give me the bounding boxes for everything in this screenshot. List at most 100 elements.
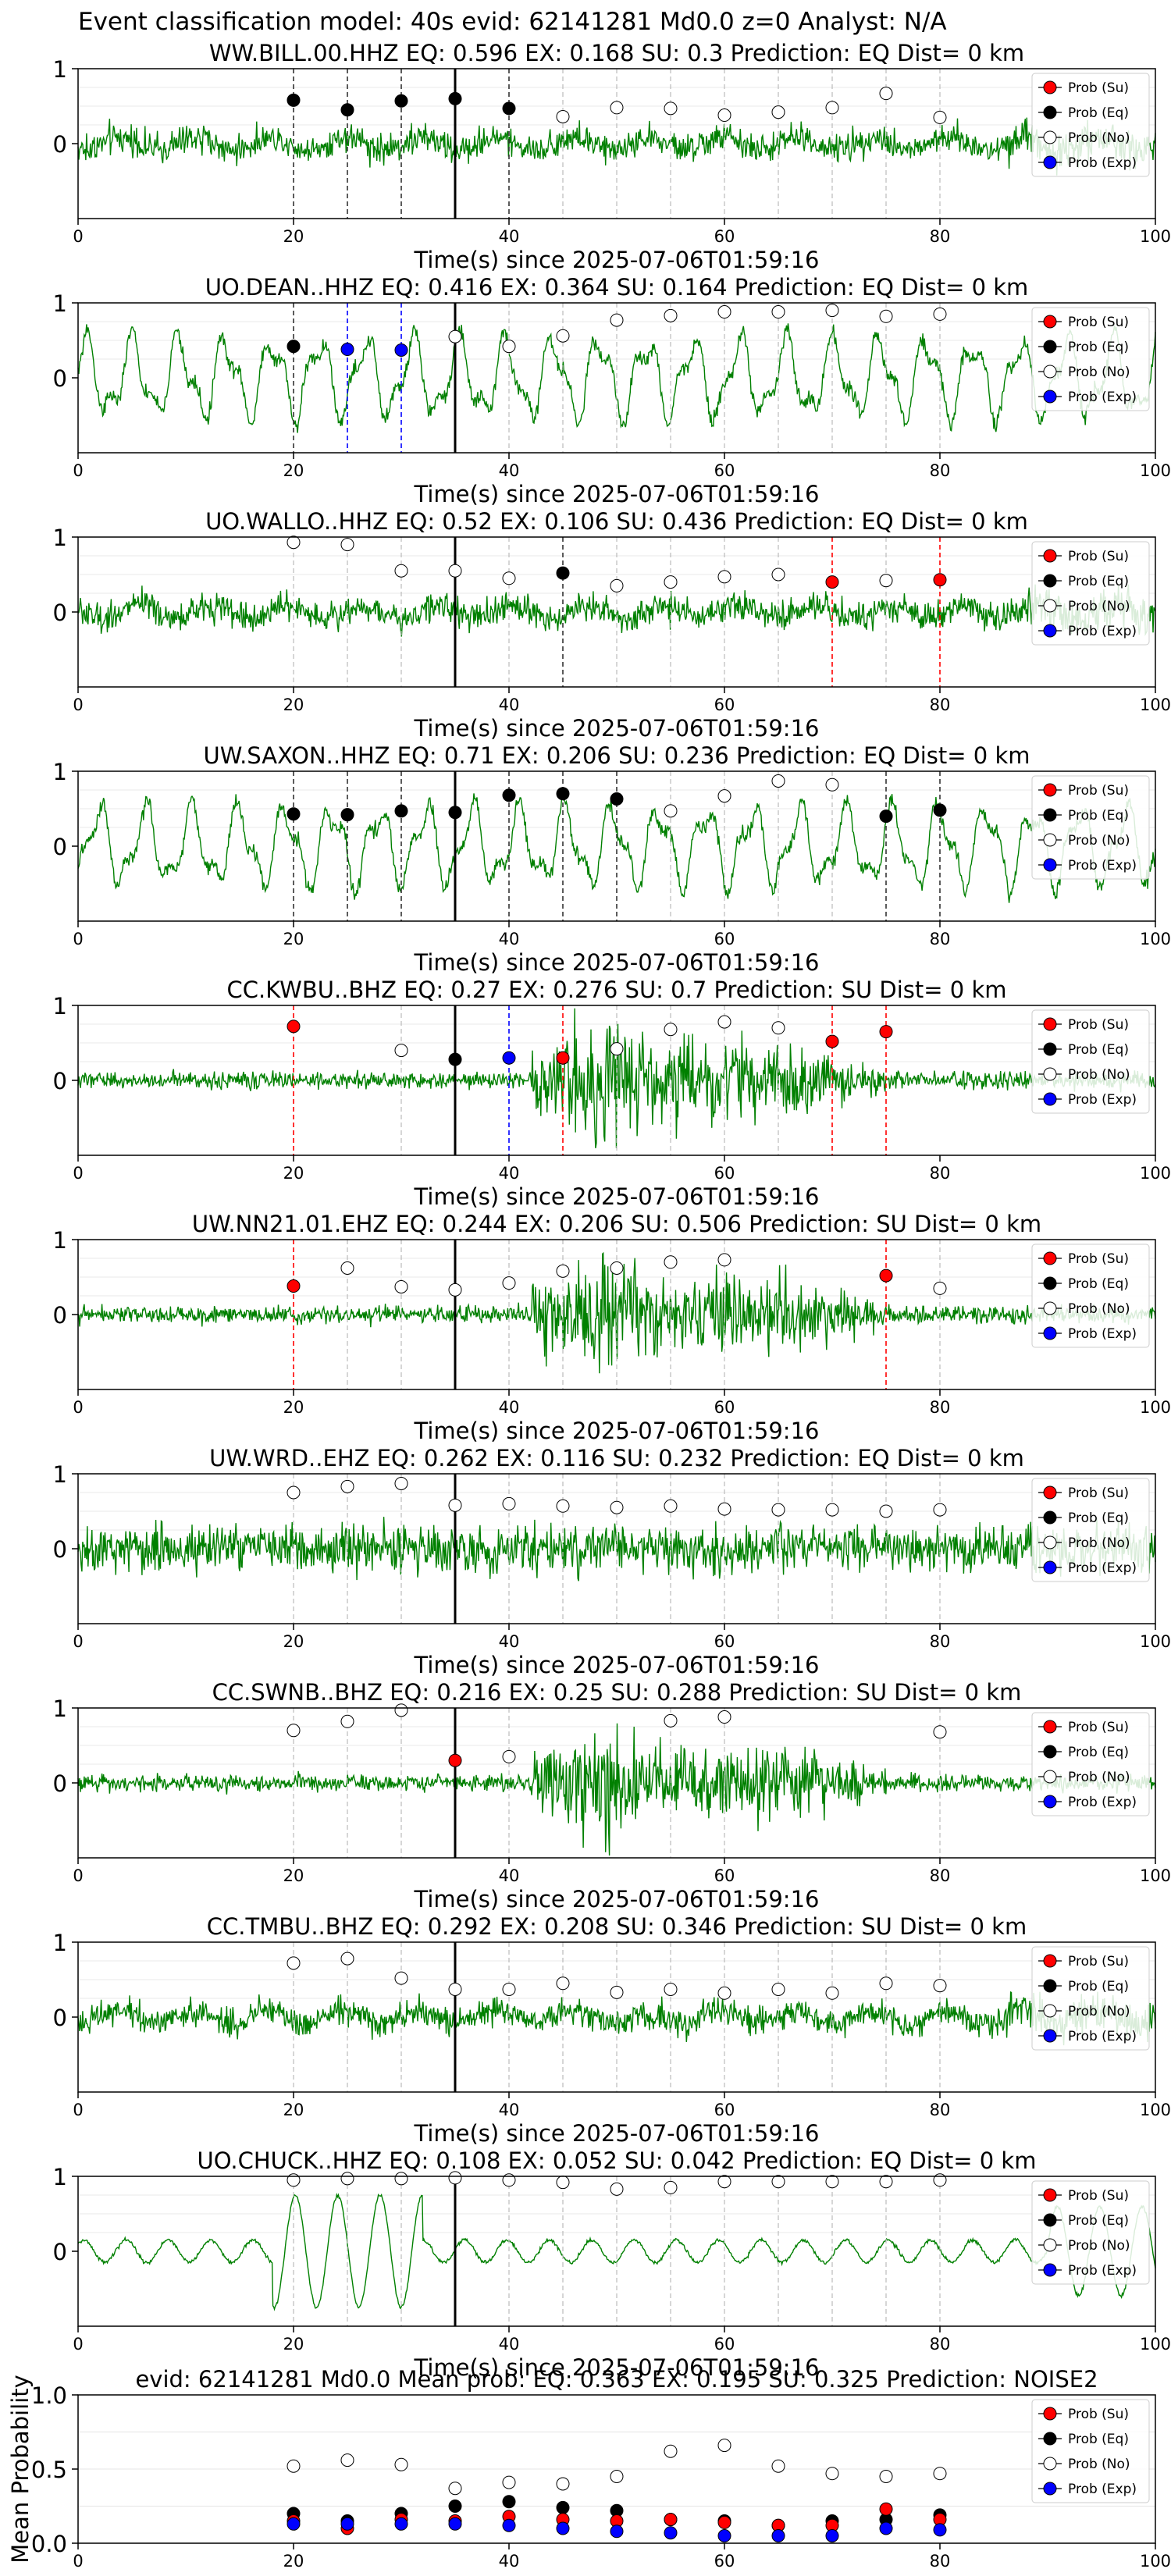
x-tick-label: 80 [930, 461, 951, 480]
x-tick-label: 60 [714, 930, 735, 948]
mean-marker-no [879, 2470, 893, 2483]
x-tick-label: 0 [73, 696, 83, 714]
prob-marker-no [556, 1499, 570, 1513]
legend-label: Prob (Eq) [1068, 1745, 1129, 1760]
mean-marker-exp [340, 2517, 354, 2531]
legend: Prob (Su) Prob (Eq) Prob (No) Prob (Exp) [1031, 307, 1150, 411]
x-tick-label: 40 [499, 1632, 520, 1651]
panel-title: UW.SAXON..HHZ EQ: 0.71 EX: 0.206 SU: 0.2… [204, 742, 1030, 769]
prob-marker-no [448, 564, 462, 578]
legend-label: Prob (No) [1068, 1301, 1130, 1317]
prob-marker-no [610, 578, 624, 592]
x-tick-label: 0 [73, 1866, 83, 1885]
legend-label: Prob (Eq) [1068, 1510, 1129, 1526]
x-tick-label: 100 [1140, 461, 1171, 480]
prob-marker-no [287, 535, 301, 550]
legend-label: Prob (No) [1068, 130, 1130, 146]
waveform-trace [77, 2192, 1156, 2311]
prob-marker-eq [448, 1052, 462, 1066]
prob-marker-no [664, 575, 678, 589]
prob-marker-eq [556, 566, 570, 580]
x-tick-label: 100 [1140, 930, 1171, 948]
prob-marker-no [664, 1255, 678, 1269]
legend-key-marker [1043, 1745, 1057, 1759]
legend: Prob (Su) Prob (Eq) Prob (No) Prob (Exp) [1031, 73, 1150, 177]
y-axis-label: Mean Probability [7, 2375, 34, 2564]
prob-marker-no [771, 2175, 785, 2189]
prob-marker-no [340, 538, 354, 552]
legend-label: Prob (Su) [1068, 1017, 1129, 1033]
prob-marker-no [394, 2172, 408, 2186]
prob-marker-exp [502, 1051, 516, 1065]
y-tick-label: 1 [53, 759, 67, 785]
y-tick-label: 0 [53, 2005, 67, 2031]
prob-marker-no [610, 313, 624, 327]
legend-label: Prob (Eq) [1068, 1042, 1129, 1058]
legend-key-marker [1043, 808, 1057, 822]
x-tick-label: 0 [73, 1398, 83, 1417]
mean-marker-eq [502, 2495, 516, 2509]
legend-key-marker [1043, 80, 1057, 94]
y-tick-label: 0 [53, 600, 67, 626]
legend-key-marker [1043, 1042, 1057, 1056]
prob-marker-no [825, 777, 839, 792]
legend-label: Prob (No) [1068, 833, 1130, 849]
legend-key-marker [1043, 390, 1057, 404]
x-tick-label: 60 [714, 2335, 735, 2354]
panel-8: CC.SWNB..BHZ EQ: 0.216 EX: 0.25 SU: 0.28… [53, 1679, 1171, 1912]
prob-marker-eq [287, 340, 301, 354]
x-tick-label: 0 [73, 1164, 83, 1183]
prob-marker-no [502, 340, 516, 354]
legend-key-marker [1043, 155, 1057, 169]
legend: Prob (Su) Prob (Eq) Prob (No) Prob (Exp) [1031, 541, 1150, 646]
mean-marker-exp [448, 2517, 462, 2531]
legend-key-marker [1043, 2407, 1057, 2421]
legend-label: Prob (Eq) [1068, 340, 1129, 355]
legend-frame [1031, 1478, 1150, 1582]
mean-marker-no [610, 2470, 624, 2483]
x-tick-label: 60 [714, 696, 735, 714]
x-tick-label: 20 [283, 930, 304, 948]
prob-marker-no [933, 1281, 947, 1295]
prob-marker-no [933, 2173, 947, 2187]
prob-marker-no [502, 571, 516, 585]
prob-marker-eq [448, 806, 462, 820]
x-axis-label: Time(s) since 2025-07-06T01:59:16 [414, 247, 820, 273]
legend-label: Prob (No) [1068, 2457, 1130, 2472]
legend-label: Prob (Eq) [1068, 105, 1129, 121]
prob-marker-eq [556, 787, 570, 801]
legend-label: Prob (No) [1068, 599, 1130, 614]
prob-marker-su [879, 1025, 893, 1039]
prob-marker-no [664, 308, 678, 322]
waveform-trace [77, 1723, 1156, 1856]
x-tick-label: 100 [1140, 1632, 1171, 1651]
prob-marker-no [664, 1713, 678, 1727]
legend-label: Prob (Su) [1068, 2407, 1129, 2422]
x-tick-label: 0 [73, 930, 83, 948]
legend-key-marker [1043, 1979, 1057, 1993]
prob-marker-no [664, 2180, 678, 2194]
legend-key-marker [1043, 2029, 1057, 2043]
prob-marker-no [610, 1261, 624, 1275]
x-axis-label: Time(s) since 2025-07-06T01:59:16 [414, 1183, 820, 1210]
prob-marker-no [556, 109, 570, 123]
prob-marker-su [879, 1268, 893, 1283]
mean-marker-exp [610, 2524, 624, 2539]
legend-frame [1031, 1009, 1150, 1114]
prob-marker-no [448, 2171, 462, 2185]
mean-marker-exp [394, 2517, 408, 2531]
prob-marker-exp [394, 343, 408, 357]
mean-marker-exp [825, 2529, 839, 2542]
prob-marker-no [502, 2173, 516, 2187]
mean-marker-exp [502, 2518, 516, 2532]
legend-key-marker [1043, 1301, 1057, 1315]
x-tick-label: 40 [499, 2335, 520, 2354]
mean-marker-exp [717, 2529, 731, 2542]
prob-marker-no [340, 2172, 354, 2186]
prob-marker-eq [394, 94, 408, 108]
prob-marker-no [394, 1476, 408, 1490]
mean-marker-exp [771, 2529, 785, 2542]
legend-label: Prob (Su) [1068, 1720, 1129, 1735]
x-tick-label: 60 [714, 1398, 735, 1417]
x-tick-label: 60 [714, 227, 735, 246]
